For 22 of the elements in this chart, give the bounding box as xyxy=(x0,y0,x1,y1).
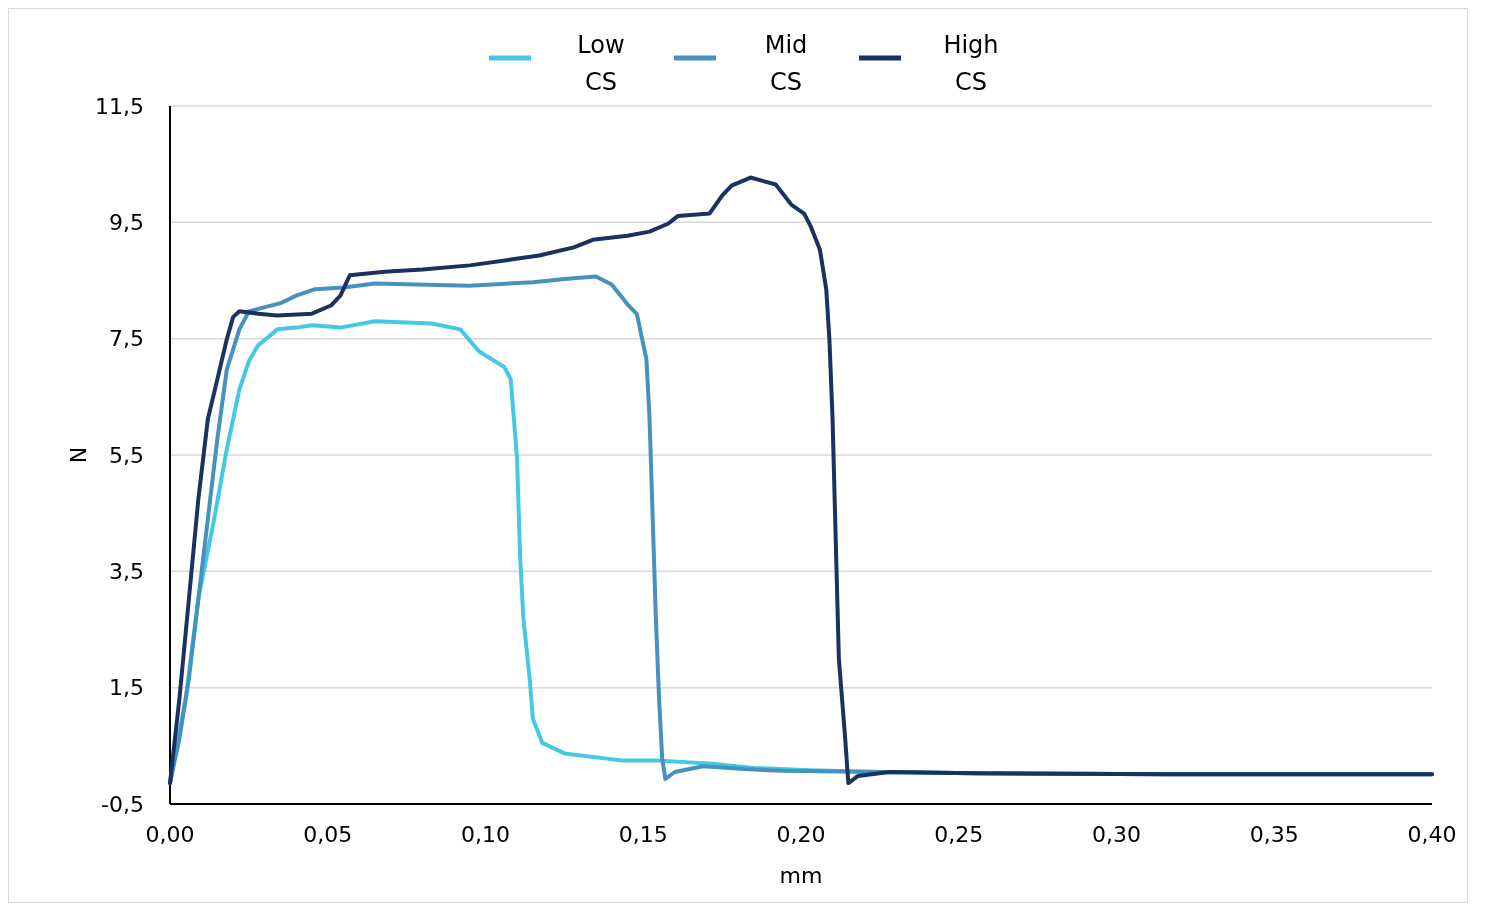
y-tick-label: 3,5 xyxy=(109,559,144,585)
x-axis-title: mm xyxy=(779,863,823,888)
x-tick-label: 0,10 xyxy=(461,822,510,847)
y-tick-label: 1,5 xyxy=(109,675,144,701)
legend-label: Low CS xyxy=(577,31,625,96)
y-tick-label: -0,5 xyxy=(101,791,144,817)
x-tick-label: 0,40 xyxy=(1407,822,1457,847)
legend-label: Mid CS xyxy=(764,31,808,96)
line-series xyxy=(168,175,1434,786)
x-tick-label: 0,05 xyxy=(303,822,353,847)
y-axis-title: N xyxy=(65,446,91,464)
y-tick-label: 11,5 xyxy=(95,93,144,119)
y-tick-label: 9,5 xyxy=(109,210,144,236)
x-tick-label: 0,25 xyxy=(934,822,984,847)
x-tick-label: 0,35 xyxy=(1249,822,1299,847)
x-tick-label: 0,20 xyxy=(776,822,826,847)
x-tick-label: 0,15 xyxy=(618,822,668,847)
y-tick-label: 5,5 xyxy=(109,442,144,468)
y-tick-label: 7,5 xyxy=(109,326,144,352)
x-tick-label: 0,00 xyxy=(145,822,195,847)
x-tick-label: 0,30 xyxy=(1092,822,1141,847)
legend-label: High CS xyxy=(943,31,999,96)
